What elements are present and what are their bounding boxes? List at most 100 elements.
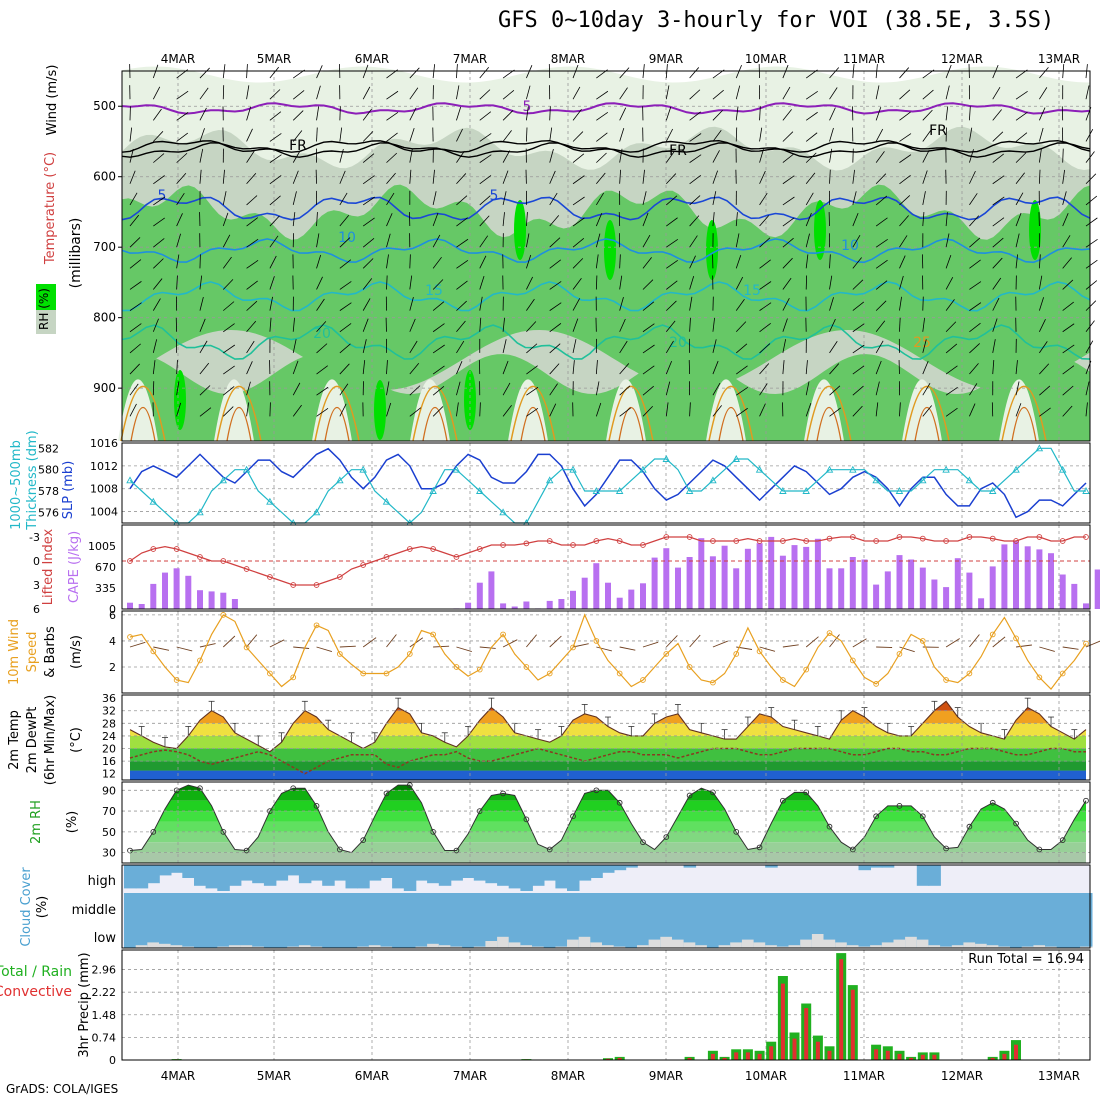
cloud-middle-16 <box>311 893 324 920</box>
precip-conv-bar-76 <box>1014 1045 1018 1060</box>
cloud-middle-18 <box>334 893 347 920</box>
cloud-lowbase-81 <box>1068 920 1081 948</box>
cloud-lowbase-70 <box>940 920 953 948</box>
cloud-lowbase-76 <box>1010 920 1023 948</box>
cloud-lowbase-23 <box>392 920 405 948</box>
cloud-middle-58 <box>800 893 813 920</box>
cloud-low-3 <box>159 944 172 948</box>
cloud-lowbase-44 <box>637 920 650 948</box>
cloud-lowbase-43 <box>625 920 638 948</box>
top-date-12MAR: 12MAR <box>941 52 983 66</box>
cloud-low-61 <box>835 942 848 948</box>
cloud-high-0 <box>124 865 137 888</box>
cape-bar-39 <box>582 578 588 609</box>
cloud-high-30 <box>474 865 487 881</box>
cape-bar-57 <box>792 545 798 609</box>
cloud-high-37 <box>555 865 568 888</box>
label-convective: Convective <box>0 984 72 1000</box>
label-barbs: & Barbs <box>43 626 58 678</box>
precip-tick-0: 0 <box>109 1054 116 1067</box>
label-rh-unit: (%) <box>65 811 80 834</box>
upper-ytick-label-600: 600 <box>93 170 116 184</box>
precip-tick-0.74: 0.74 <box>92 1031 117 1044</box>
contour-label-5: 5 <box>490 188 499 204</box>
cape-bar-32 <box>500 603 506 609</box>
cloud-middle-78 <box>1033 893 1046 920</box>
top-date-8MAR: 8MAR <box>551 52 586 66</box>
cloud-middle-80 <box>1057 893 1070 920</box>
precip-conv-bar-61 <box>839 959 843 1060</box>
cloud-middle-76 <box>1010 893 1023 920</box>
cloud-middle-48 <box>684 893 697 920</box>
cloud-lowbase-16 <box>311 920 324 948</box>
cloud-middle-66 <box>894 893 907 920</box>
bottom-date-6MAR: 6MAR <box>355 1069 390 1083</box>
cloud-middle-34 <box>520 893 533 920</box>
label-rh: RH (%) <box>37 288 51 330</box>
cloud-high-19 <box>346 865 359 888</box>
cape-bar-4 <box>174 568 180 609</box>
cloud-lowbase-28 <box>450 920 463 948</box>
cape-bar-80 <box>1060 575 1066 610</box>
cloud-lowbase-8 <box>217 920 230 948</box>
cape-bar-2 <box>150 584 156 609</box>
cloud-middle-79 <box>1045 893 1058 920</box>
contour-label-9: 15 <box>743 283 761 299</box>
precip-conv-bar-64 <box>874 1049 878 1060</box>
cape-bar-8 <box>220 593 226 609</box>
precip-conv-bar-55 <box>769 1046 773 1060</box>
cape-bar-65 <box>885 571 891 609</box>
rh-band-0 <box>122 853 1090 863</box>
cloud-middle-72 <box>963 893 976 920</box>
cloud-high-63 <box>859 865 872 870</box>
precip-tick-1.48: 1.48 <box>92 1009 117 1022</box>
grads-credit: GrADS: COLA/IGES <box>6 1082 118 1096</box>
cape-bar-68 <box>920 568 926 609</box>
cloud-high-35 <box>532 865 545 886</box>
label-wind: Wind (m/s) <box>45 65 60 136</box>
cloud-middle-67 <box>905 893 918 920</box>
cape-bar-30 <box>477 583 483 609</box>
cape-bar-36 <box>547 601 553 609</box>
cloud-high-24 <box>404 865 417 891</box>
precip-conv-bar-59 <box>816 1042 820 1060</box>
label-10m-wind: 10m Wind <box>7 619 22 685</box>
wind-tick-6: 6 <box>109 609 116 622</box>
cape-bar-0 <box>127 603 133 609</box>
cloud-lowbase-4 <box>171 920 184 948</box>
cloud-middle-2 <box>147 893 160 920</box>
cloud-middle-39 <box>579 893 592 920</box>
cloud-middle-62 <box>847 893 860 920</box>
cloud-middle-43 <box>625 893 638 920</box>
cloud-lowbase-55 <box>765 920 778 948</box>
cloud-high-7 <box>206 865 219 888</box>
cloud-lowbase-57 <box>789 920 802 948</box>
cape-bar-56 <box>780 556 786 609</box>
cloud-lowbase-63 <box>859 920 872 948</box>
cloud-middle-42 <box>614 893 627 920</box>
label-3hr-precip: 3hr Precip (mm) <box>77 952 92 1057</box>
contour-label-7: 10 <box>841 238 859 254</box>
label-temp-unit: (°C) <box>69 727 84 753</box>
precip-conv-bar-53 <box>746 1052 750 1060</box>
cloud-middle-0 <box>124 893 137 920</box>
cloud-middle-49 <box>695 893 708 920</box>
upper-ytick-label-500: 500 <box>93 99 116 113</box>
cape-bar-75 <box>1001 544 1007 609</box>
cloud-middle-55 <box>765 893 778 920</box>
temp-tick-12: 12 <box>102 768 116 781</box>
cloud-lowbase-15 <box>299 920 312 948</box>
cloud-middle-29 <box>462 893 475 920</box>
bottom-date-9MAR: 9MAR <box>649 1069 684 1083</box>
cloud-lowbase-11 <box>252 920 265 948</box>
cape-bar-42 <box>617 598 623 609</box>
cloud-lowbase-9 <box>229 920 242 948</box>
cape-bar-67 <box>908 560 914 610</box>
cloud-low-72 <box>963 942 976 948</box>
cloud-lowbase-41 <box>602 920 615 948</box>
top-date-5MAR: 5MAR <box>257 52 292 66</box>
cloud-middle-35 <box>532 893 545 920</box>
cloud-lowbase-20 <box>357 920 370 948</box>
